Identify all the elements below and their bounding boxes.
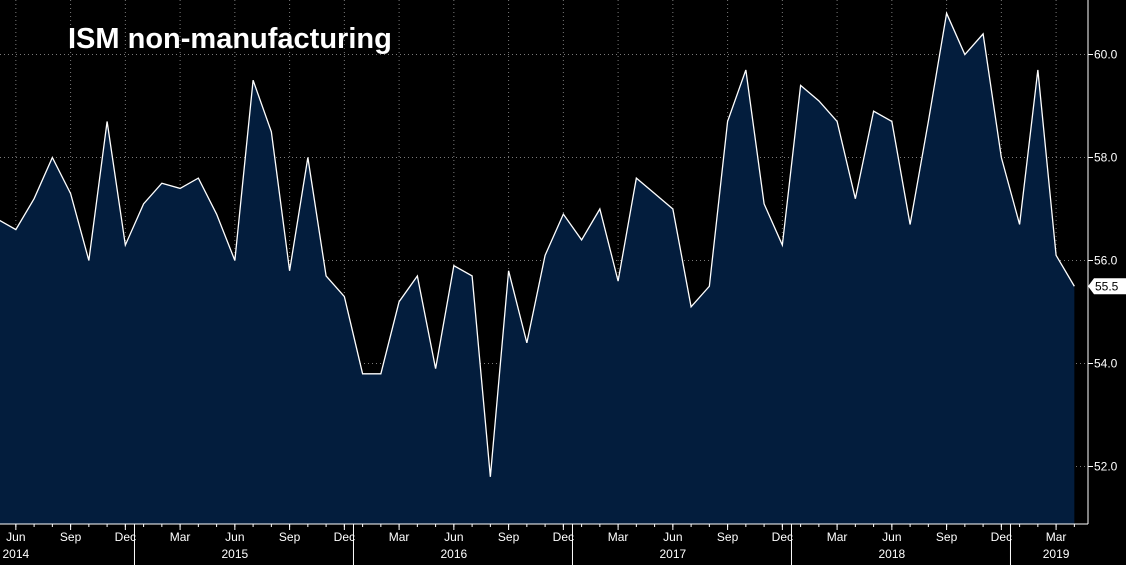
x-tick-label: Mar [170,530,191,544]
x-tick-label: Dec [115,530,136,544]
x-tick-label: Dec [772,530,793,544]
x-tick-label: Sep [60,530,82,544]
x-year-label: 2017 [659,547,686,561]
x-year-label: 2018 [878,547,905,561]
x-tick-label: Mar [1046,530,1067,544]
x-tick-label: Dec [334,530,355,544]
x-tick-label: Jun [663,530,682,544]
x-tick-label: Jun [882,530,901,544]
x-tick-label: Sep [279,530,301,544]
last-value-label: 55.5 [1095,279,1119,293]
chart-title: ISM non-manufacturing [68,23,392,55]
x-year-label: 2019 [1043,547,1070,561]
x-tick-label: Mar [389,530,410,544]
x-year-label: 2016 [440,547,467,561]
x-tick-label: Sep [717,530,739,544]
x-tick-label: Sep [498,530,520,544]
x-year-label: 2015 [221,547,248,561]
x-tick-label: Jun [225,530,244,544]
x-tick-label: Sep [936,530,958,544]
x-tick-label: Mar [608,530,629,544]
x-tick-label: Jun [6,530,25,544]
series-line [0,11,1075,477]
y-tick-label: 58.0 [1094,151,1118,165]
x-tick-label: Mar [827,530,848,544]
y-tick-label: 56.0 [1094,254,1118,268]
x-year-label: 2014 [2,547,29,561]
y-tick-label: 52.0 [1094,460,1118,474]
x-tick-label: Jun [444,530,463,544]
last-value-badge: 55.5 [1088,278,1126,295]
y-tick-label: 54.0 [1094,357,1118,371]
x-tick-label: Dec [991,530,1012,544]
last-value-badge-shape [1088,278,1126,295]
y-tick-label: 60.0 [1094,48,1118,62]
area-fill [0,13,1075,524]
x-tick-label: Dec [553,530,574,544]
